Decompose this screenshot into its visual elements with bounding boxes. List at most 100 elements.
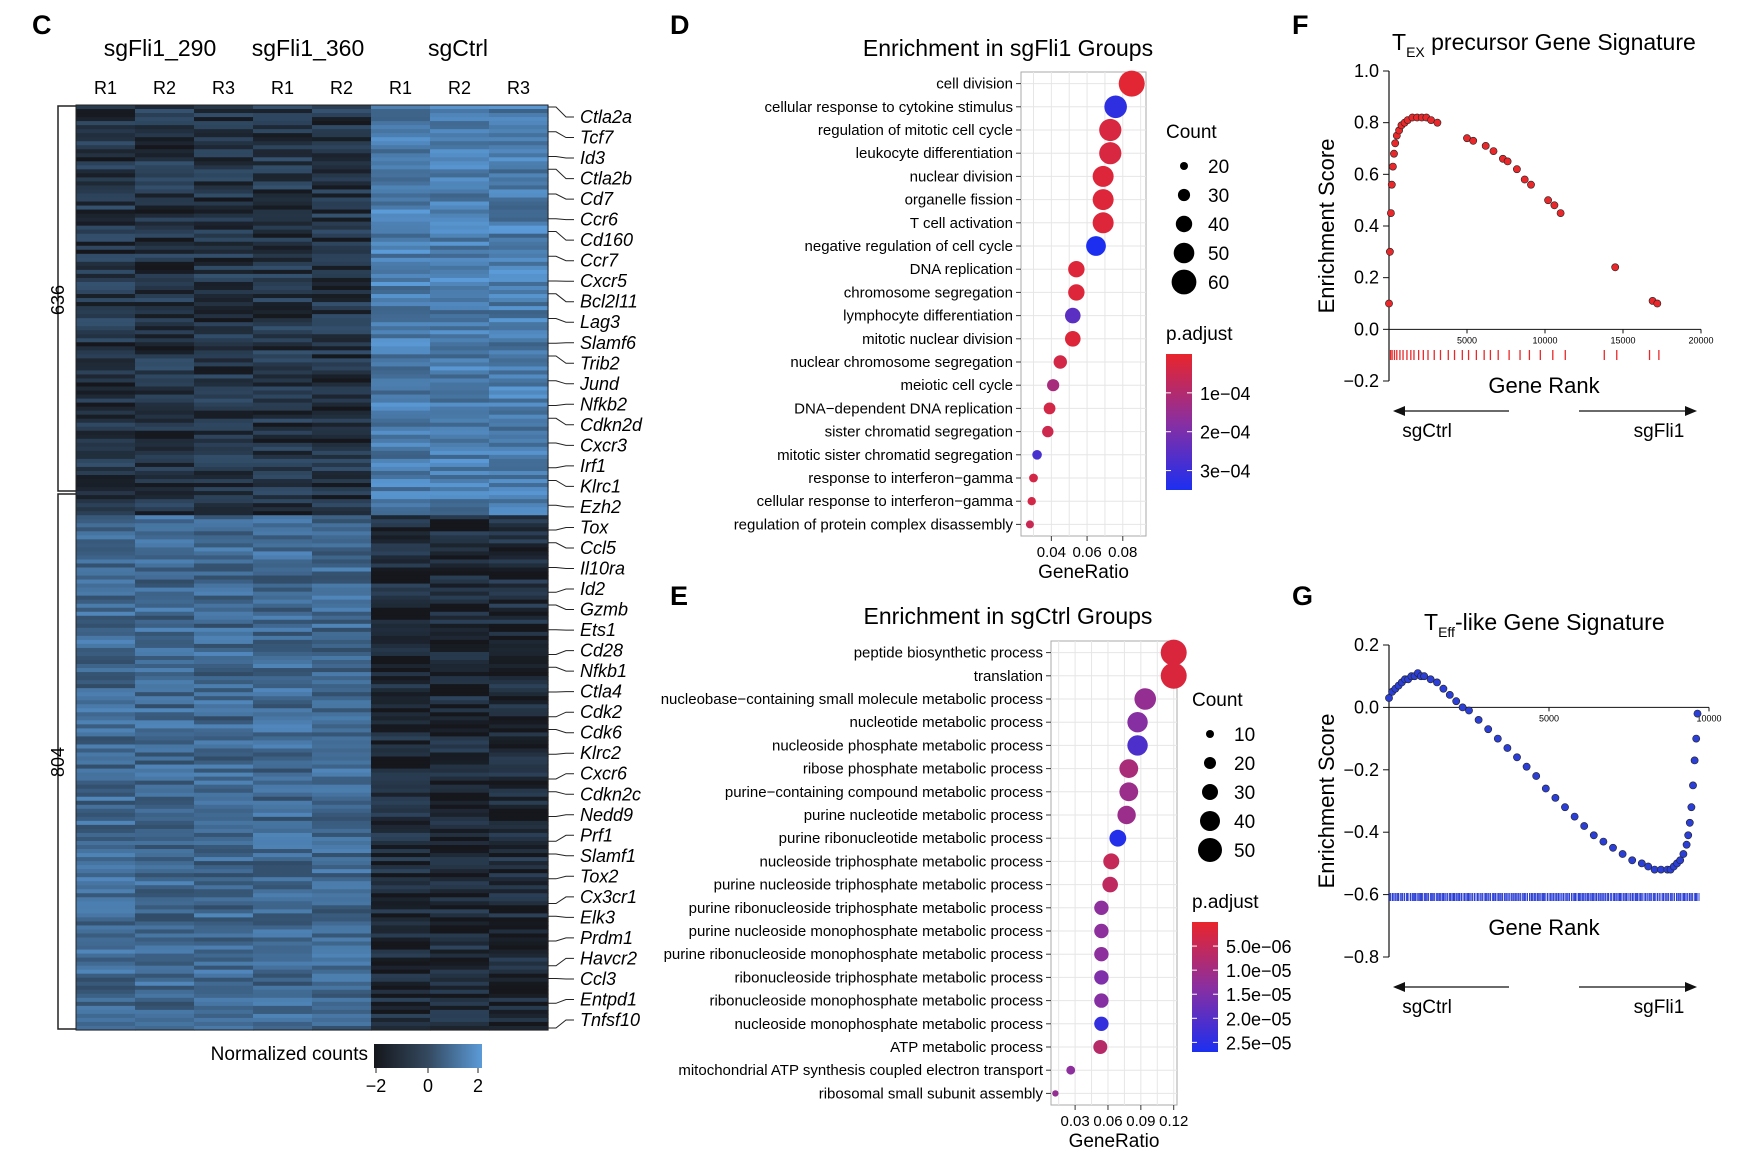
gene-label: Ccr7 <box>580 251 619 271</box>
heatmap-cell <box>135 949 195 955</box>
heatmap-cell <box>135 828 195 834</box>
es-point <box>1580 822 1589 830</box>
heatmap-cell <box>76 302 136 307</box>
heatmap-cell <box>194 402 254 408</box>
dot-point <box>1127 712 1148 733</box>
heatmap-cell <box>371 487 431 492</box>
heatmap-cell <box>312 434 372 440</box>
term-label: purine ribonucleoside monophosphate meta… <box>664 946 1043 963</box>
heatmap-cell <box>194 937 254 943</box>
heatmap-cell <box>430 647 490 653</box>
heatmap-cell <box>489 1017 549 1023</box>
heatmap-cell <box>430 925 490 931</box>
heatmap-cell <box>489 800 549 806</box>
heatmap-cell <box>76 551 136 557</box>
heatmap-cell <box>135 820 195 826</box>
heatmap-cell <box>489 527 549 532</box>
es-point <box>1550 201 1559 210</box>
heatmap-cell <box>194 732 254 738</box>
heatmap-cell <box>371 1021 431 1027</box>
heatmap-cell <box>371 921 431 927</box>
heatmap-cell <box>371 929 431 935</box>
heatmap-cell <box>253 249 313 255</box>
heatmap-cell <box>489 784 549 790</box>
heatmap-cell <box>76 909 136 914</box>
heatmap-cell <box>135 446 195 452</box>
heatmap-cell <box>312 1013 372 1019</box>
term-label: nuclear chromosome segregation <box>790 354 1013 371</box>
heatmap-cell <box>253 776 313 782</box>
heatmap-cell <box>371 430 431 436</box>
heatmap-cell <box>430 253 490 259</box>
heatmap-cell <box>489 664 549 669</box>
heatmap-cell <box>489 989 549 995</box>
heatmap-cell <box>76 193 136 199</box>
heatmap-cell <box>489 281 549 287</box>
heatmap-cell <box>253 318 313 323</box>
heatmap-cell <box>76 539 136 544</box>
heatmap-cell <box>312 285 372 291</box>
heatmap-cell <box>253 523 313 528</box>
heatmap-cell <box>194 756 254 762</box>
heatmap-cell <box>135 744 195 750</box>
heatmap-cell <box>76 664 136 669</box>
heatmap-cell <box>430 583 490 589</box>
heatmap-cell <box>371 233 431 239</box>
heatmap-cell <box>489 1025 549 1031</box>
heatmap-cell <box>312 611 372 617</box>
heatmap-cell <box>194 680 254 685</box>
heatmap-cell <box>135 105 195 110</box>
replicate-label: R3 <box>507 78 530 98</box>
heatmap-cell <box>371 245 431 251</box>
heatmap-cell <box>194 438 254 444</box>
heatmap-cell <box>489 310 549 315</box>
heatmap-cell <box>253 265 313 271</box>
heatmap-cell <box>430 619 490 625</box>
heatmap-cell <box>253 209 313 215</box>
dot-point <box>1032 450 1042 460</box>
heatmap-cell <box>253 358 313 363</box>
heatmap-cell <box>312 547 372 553</box>
heatmap-cell <box>76 595 136 601</box>
gene-connector-line <box>548 131 574 138</box>
heatmap-cell <box>76 165 136 170</box>
heatmap-cell <box>312 861 372 866</box>
heatmap-cell <box>371 873 431 878</box>
heatmap-cell <box>135 981 195 987</box>
es-point <box>1532 772 1541 780</box>
heatmap-cell <box>312 893 372 898</box>
heatmap-cell <box>253 897 313 902</box>
heatmap-cell <box>371 676 431 681</box>
heatmap-cell <box>76 672 136 677</box>
x-axis-label: GeneRatio <box>1069 1131 1160 1152</box>
heatmap-cell <box>430 298 490 303</box>
dot-point <box>1118 70 1145 97</box>
heatmap-cell <box>76 917 136 923</box>
heatmap-cell <box>76 310 136 315</box>
heatmap-cell <box>76 571 136 577</box>
heatmap-cell <box>489 865 549 870</box>
heatmap-cell <box>371 977 431 983</box>
heatmap-cell <box>253 796 313 802</box>
heatmap-cell <box>253 281 313 287</box>
panel-letter-e: E <box>670 581 688 611</box>
heatmap-cell <box>76 849 136 854</box>
heatmap-cell <box>489 519 549 524</box>
heatmap-cell <box>76 901 136 906</box>
es-point <box>1465 706 1473 715</box>
heatmap-cell <box>253 885 313 890</box>
y-tick-label: 0.2 <box>1354 635 1379 655</box>
heatmap-cell <box>430 869 490 874</box>
heatmap-cell <box>489 804 549 810</box>
heatmap-cell <box>76 957 136 963</box>
heatmap-cell <box>371 217 431 223</box>
heatmap-cell <box>135 422 195 428</box>
heatmap-cell <box>312 410 372 416</box>
term-label: nucleotide metabolic process <box>850 714 1043 731</box>
heatmap-cell <box>312 454 372 460</box>
heatmap-cell <box>371 169 431 174</box>
heatmap-cell <box>135 402 195 408</box>
dot-point <box>1068 284 1085 301</box>
heatmap-cell <box>76 788 136 794</box>
heatmap-cell <box>194 559 254 565</box>
